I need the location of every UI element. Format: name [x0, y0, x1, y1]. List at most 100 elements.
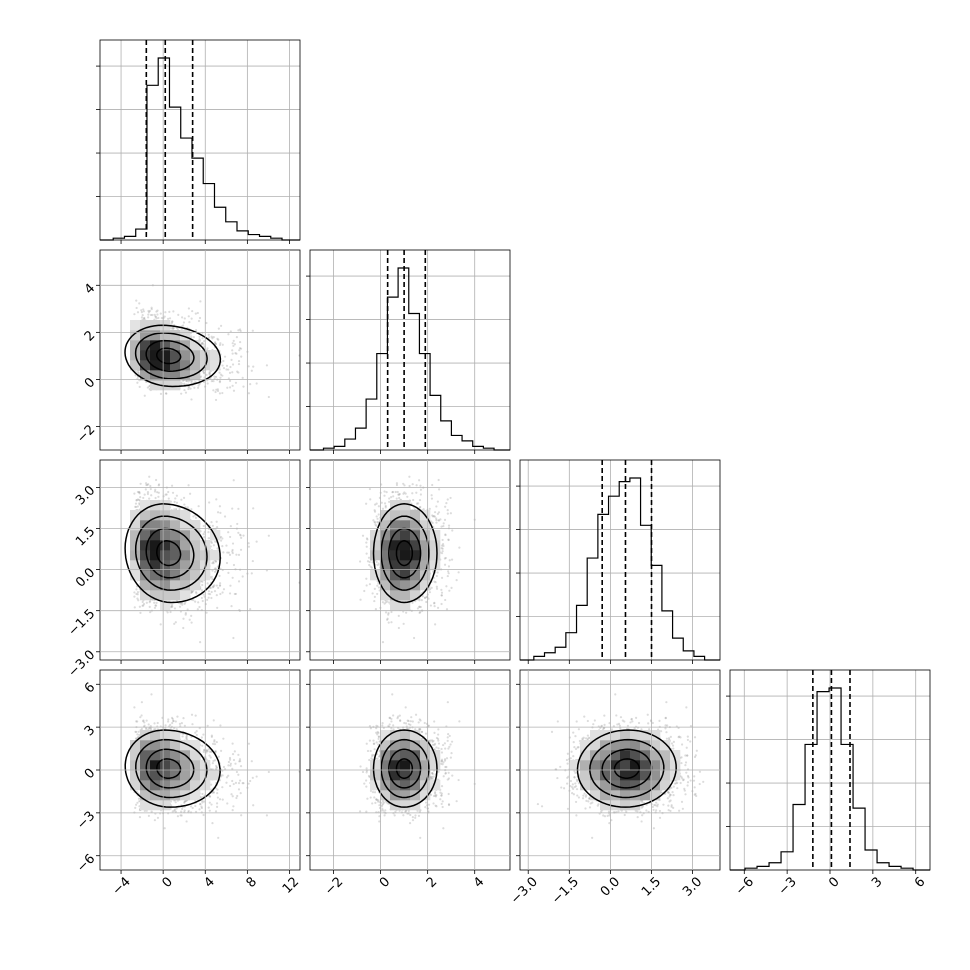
histogram-4 [730, 687, 930, 871]
scatter-point [189, 387, 192, 390]
scatter-point [241, 575, 244, 578]
scatter-point [267, 395, 270, 399]
scatter-point [219, 535, 223, 539]
scatter-point [229, 365, 232, 369]
scatter-point [250, 572, 253, 575]
contour-1 [156, 347, 182, 365]
scatter-point [211, 569, 214, 572]
scatter-point [154, 315, 157, 318]
scatter-point [212, 336, 215, 339]
scatter-point [140, 309, 143, 312]
scatter-point [168, 317, 172, 320]
scatter-point [232, 479, 235, 482]
scatter-point [160, 316, 163, 320]
scatter-point [223, 355, 227, 358]
scatter-point [137, 599, 140, 602]
scatter-point [188, 618, 191, 621]
scatter-point [164, 311, 167, 314]
density-cell [170, 360, 181, 371]
scatter-point [231, 550, 234, 553]
scatter-point [228, 535, 232, 539]
scatter-point [232, 636, 235, 640]
scatter-point [135, 505, 138, 509]
scatter-point [199, 300, 202, 303]
scatter-point [157, 484, 160, 487]
scatter-point [212, 389, 215, 392]
scatter-point [221, 391, 224, 395]
scatter-point [236, 370, 239, 373]
density-cell [150, 350, 161, 361]
scatter-point [231, 363, 235, 366]
density-cell [160, 340, 171, 351]
panel-content [124, 475, 300, 644]
scatter-point [146, 492, 150, 496]
scatter-point [198, 382, 201, 385]
density-cell [180, 360, 191, 371]
scatter-point [217, 338, 220, 341]
scatter-point [139, 482, 142, 485]
density-cell [140, 320, 151, 331]
contour-4 [124, 324, 222, 388]
scatter-point [208, 371, 211, 375]
scatter-point [150, 308, 153, 311]
scatter-point [223, 515, 227, 518]
scatter-point [139, 496, 142, 499]
scatter-point [227, 368, 230, 371]
scatter-point [145, 483, 148, 487]
scatter-point [184, 613, 187, 616]
scatter-point [180, 498, 183, 501]
scatter-point [148, 599, 152, 603]
scatter-point [135, 588, 138, 591]
scatter-point [232, 339, 235, 342]
scatter-point [252, 365, 255, 368]
scatter-point [135, 299, 138, 302]
scatter-point [174, 621, 177, 624]
scatter-point [207, 333, 210, 336]
scatter-point [169, 610, 172, 614]
scatter-point [206, 382, 209, 385]
density-cell [150, 380, 161, 391]
scatter-point [231, 507, 234, 510]
scatter-point [225, 561, 229, 565]
scatter-point [203, 339, 206, 343]
scatter-point [216, 511, 220, 514]
scatter-point [219, 592, 222, 596]
scatter-point [194, 312, 197, 315]
scatter-point [215, 584, 218, 587]
scatter-point [167, 497, 170, 500]
scatter-point [265, 364, 269, 367]
scatter-point [197, 505, 200, 508]
scatter-point [187, 315, 190, 318]
scatter-point [159, 312, 162, 315]
density-cell [140, 330, 151, 341]
scatter-point [214, 569, 218, 572]
density-cell [170, 370, 181, 381]
scatter-point [136, 597, 139, 600]
scatter-point [217, 327, 220, 330]
scatter-point [180, 392, 183, 395]
scatter-point [206, 347, 209, 350]
scatter-point [141, 604, 144, 607]
scatter-point [227, 571, 230, 574]
scatter-point [170, 327, 173, 330]
scatter-point [238, 349, 241, 352]
scatter-point [171, 605, 174, 608]
scatter-point [156, 491, 159, 494]
scatter-point [187, 387, 190, 391]
scatter-point [136, 490, 140, 494]
scatter-point [225, 368, 228, 371]
scatter-point [175, 494, 178, 497]
scatter-point [233, 592, 236, 596]
scatter-point [219, 376, 222, 379]
scatter-point [190, 317, 193, 320]
scatter-point [211, 577, 214, 581]
scatter-point [232, 344, 235, 348]
scatter-point [184, 611, 187, 615]
scatter-point [174, 497, 177, 500]
scatter-point [181, 382, 184, 385]
scatter-point [133, 591, 136, 594]
scatter-point [222, 359, 225, 363]
scatter-point [217, 586, 220, 589]
scatter-point [234, 352, 237, 355]
